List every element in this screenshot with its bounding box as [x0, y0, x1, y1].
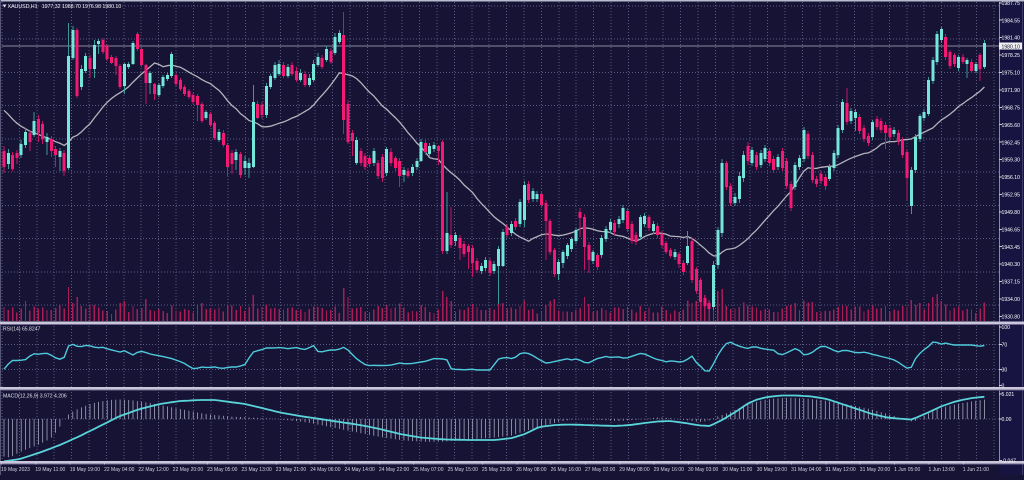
svg-text:1965.60: 1965.60 — [1002, 123, 1021, 129]
svg-text:1959.30: 1959.30 — [1002, 158, 1021, 164]
svg-text:1956.10: 1956.10 — [1002, 175, 1021, 181]
svg-text:1934.00: 1934.00 — [1002, 297, 1021, 303]
svg-text:1937.15: 1937.15 — [1002, 280, 1021, 286]
svg-text:29 May 08:00: 29 May 08:00 — [619, 467, 650, 473]
svg-text:1949.80: 1949.80 — [1002, 210, 1021, 216]
svg-text:1981.40: 1981.40 — [1002, 36, 1021, 42]
svg-text:30: 30 — [1002, 368, 1008, 374]
svg-text:26 May 16:00: 26 May 16:00 — [551, 467, 582, 473]
svg-text:29 May 16:00: 29 May 16:00 — [654, 467, 685, 473]
svg-text:22 May 20:00: 22 May 20:00 — [173, 467, 204, 473]
svg-text:22 May 12:00: 22 May 12:00 — [138, 467, 169, 473]
svg-text:-0.047: -0.047 — [1002, 459, 1017, 465]
svg-text:1946.65: 1946.65 — [1002, 227, 1021, 233]
svg-text:25 May 15:00: 25 May 15:00 — [448, 467, 479, 473]
svg-text:23 May 21:00: 23 May 21:00 — [276, 467, 307, 473]
svg-text:1971.90: 1971.90 — [1002, 88, 1021, 94]
svg-text:5.021: 5.021 — [1002, 392, 1015, 398]
svg-text:1940.30: 1940.30 — [1002, 262, 1021, 268]
svg-text:1930.80: 1930.80 — [1002, 315, 1021, 321]
svg-text:22 May 04:00: 22 May 04:00 — [104, 467, 135, 473]
svg-text:31 May 04:00: 31 May 04:00 — [791, 467, 822, 473]
svg-text:23 May 05:00: 23 May 05:00 — [207, 467, 238, 473]
svg-text:100: 100 — [1002, 325, 1011, 331]
svg-text:70: 70 — [1002, 343, 1008, 349]
svg-text:23 May 13:00: 23 May 13:00 — [242, 467, 273, 473]
svg-text:19 May 2023: 19 May 2023 — [1, 467, 30, 473]
svg-text:1 Jun 05:00: 1 Jun 05:00 — [894, 467, 920, 473]
svg-text:24 May 22:00: 24 May 22:00 — [379, 467, 410, 473]
svg-text:31 May 20:00: 31 May 20:00 — [860, 467, 891, 473]
svg-text:0.00: 0.00 — [1002, 417, 1012, 423]
svg-text:MACD(12,26,9) 3.972 4.206: MACD(12,26,9) 3.972 4.206 — [3, 394, 67, 400]
svg-text:RSI(14) 65.8247: RSI(14) 65.8247 — [3, 327, 41, 333]
svg-text:19 May 11:00: 19 May 11:00 — [35, 467, 65, 473]
svg-text:1962.45: 1962.45 — [1002, 140, 1021, 146]
svg-text:27 May 02:00: 27 May 02:00 — [585, 467, 616, 473]
svg-text:1980.10: 1980.10 — [1002, 44, 1021, 50]
svg-text:1984.55: 1984.55 — [1002, 18, 1021, 24]
svg-text:0: 0 — [1002, 384, 1005, 390]
svg-text:XAUUSD,H1 1977.32 1988.70 19: XAUUSD,H1 1977.32 1988.70 1976.98 1980.1… — [8, 4, 122, 10]
svg-text:30 May 11:00: 30 May 11:00 — [722, 467, 752, 473]
svg-text:1952.95: 1952.95 — [1002, 193, 1021, 199]
svg-text:24 May 14:00: 24 May 14:00 — [345, 467, 376, 473]
svg-text:26 May 08:00: 26 May 08:00 — [516, 467, 547, 473]
svg-text:1943.45: 1943.45 — [1002, 245, 1021, 251]
svg-text:1978.25: 1978.25 — [1002, 53, 1021, 59]
svg-text:1 Jun 13:00: 1 Jun 13:00 — [929, 467, 955, 473]
svg-text:30 May 03:00: 30 May 03:00 — [688, 467, 719, 473]
svg-text:30 May 19:00: 30 May 19:00 — [757, 467, 788, 473]
svg-text:1968.75: 1968.75 — [1002, 105, 1021, 111]
svg-text:1 Jun 21:00: 1 Jun 21:00 — [963, 467, 989, 473]
svg-text:25 May 07:00: 25 May 07:00 — [413, 467, 444, 473]
svg-text:24 May 06:00: 24 May 06:00 — [310, 467, 341, 473]
svg-text:19 May 19:00: 19 May 19:00 — [70, 467, 101, 473]
svg-text:1975.10: 1975.10 — [1002, 71, 1021, 77]
svg-text:25 May 23:00: 25 May 23:00 — [482, 467, 513, 473]
svg-text:31 May 12:00: 31 May 12:00 — [825, 467, 856, 473]
svg-text:1987.75: 1987.75 — [1002, 1, 1021, 7]
